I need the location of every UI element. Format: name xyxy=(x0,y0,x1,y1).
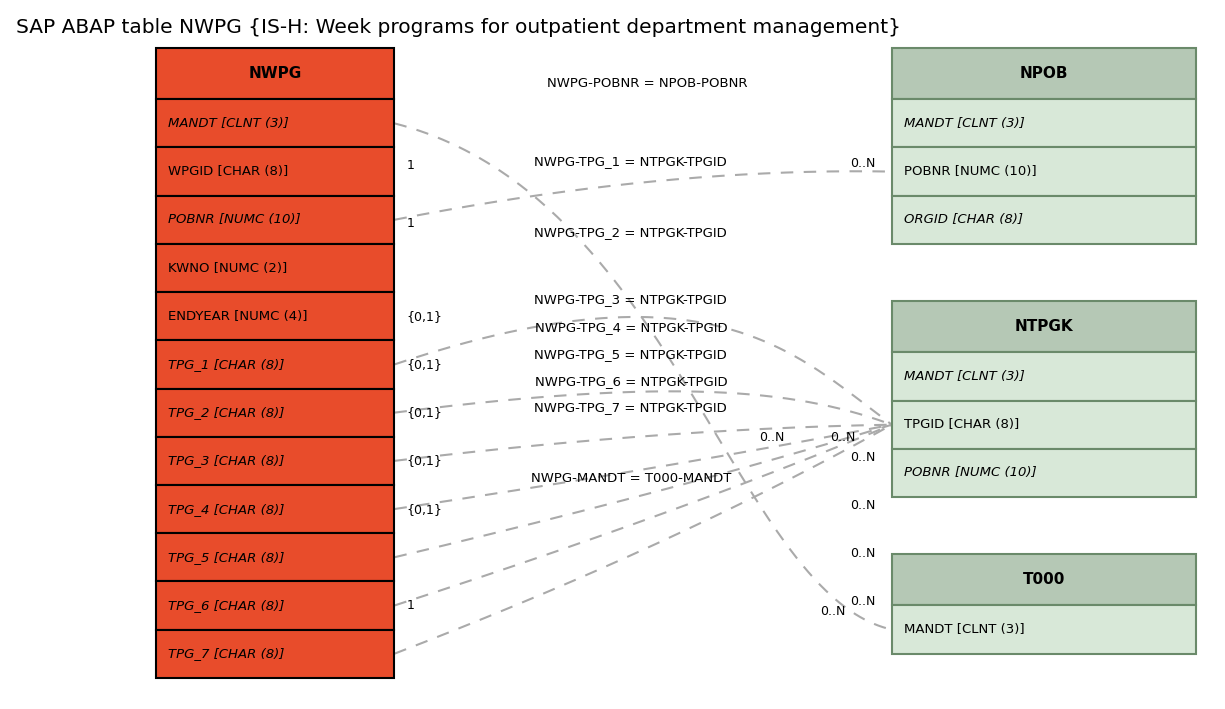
Bar xyxy=(156,533,394,581)
Text: NWPG-TPG_3 = NTPGK-TPGID: NWPG-TPG_3 = NTPGK-TPGID xyxy=(534,293,728,306)
Text: TPGID [CHAR (8)]: TPGID [CHAR (8)] xyxy=(904,418,1019,431)
Text: NWPG-TPG_1 = NTPGK-TPGID: NWPG-TPG_1 = NTPGK-TPGID xyxy=(534,155,728,168)
Text: TPG_7 [CHAR (8)]: TPG_7 [CHAR (8)] xyxy=(168,647,284,660)
Text: NWPG-TPG_7 = NTPGK-TPGID: NWPG-TPG_7 = NTPGK-TPGID xyxy=(534,401,728,414)
Bar xyxy=(156,196,394,244)
Text: NWPG-TPG_6 = NTPGK-TPGID: NWPG-TPG_6 = NTPGK-TPGID xyxy=(534,375,728,388)
Text: MANDT [CLNT (3)]: MANDT [CLNT (3)] xyxy=(904,623,1024,636)
Text: POBNR [NUMC (10)]: POBNR [NUMC (10)] xyxy=(904,467,1036,479)
Text: POBNR [NUMC (10)]: POBNR [NUMC (10)] xyxy=(168,213,300,226)
Bar xyxy=(892,554,1196,605)
Text: NPOB: NPOB xyxy=(1019,66,1068,82)
Text: NWPG-TPG_2 = NTPGK-TPGID: NWPG-TPG_2 = NTPGK-TPGID xyxy=(534,226,728,239)
Text: 0..N: 0..N xyxy=(850,157,876,169)
Bar xyxy=(892,352,1196,401)
Text: {0,1}: {0,1} xyxy=(407,406,442,419)
Bar xyxy=(156,340,394,389)
Text: {0,1}: {0,1} xyxy=(407,503,442,515)
Text: 0..N: 0..N xyxy=(850,451,876,464)
Text: {0,1}: {0,1} xyxy=(407,310,442,323)
Text: SAP ABAP table NWPG {IS-H: Week programs for outpatient department management}: SAP ABAP table NWPG {IS-H: Week programs… xyxy=(16,18,900,37)
Text: 1: 1 xyxy=(407,160,414,172)
Text: NWPG-MANDT = T000-MANDT: NWPG-MANDT = T000-MANDT xyxy=(530,472,731,485)
Text: NWPG-TPG_4 = NTPGK-TPGID: NWPG-TPG_4 = NTPGK-TPGID xyxy=(534,321,728,334)
Bar xyxy=(156,437,394,485)
Bar xyxy=(892,48,1196,99)
Bar xyxy=(156,630,394,678)
Bar xyxy=(892,99,1196,147)
Bar xyxy=(156,244,394,292)
Bar xyxy=(156,389,394,437)
Text: TPG_1 [CHAR (8)]: TPG_1 [CHAR (8)] xyxy=(168,358,284,371)
Text: 0..N: 0..N xyxy=(760,431,784,444)
Bar xyxy=(156,48,394,99)
Bar xyxy=(892,401,1196,449)
Bar xyxy=(892,449,1196,497)
Text: POBNR [NUMC (10)]: POBNR [NUMC (10)] xyxy=(904,165,1036,178)
Text: WPGID [CHAR (8)]: WPGID [CHAR (8)] xyxy=(168,165,288,178)
Text: {0,1}: {0,1} xyxy=(407,454,442,467)
Text: NWPG: NWPG xyxy=(249,66,301,82)
Text: TPG_5 [CHAR (8)]: TPG_5 [CHAR (8)] xyxy=(168,551,284,564)
Text: NWPG-POBNR = NPOB-POBNR: NWPG-POBNR = NPOB-POBNR xyxy=(546,77,747,90)
Text: 1: 1 xyxy=(407,217,414,230)
Text: TPG_2 [CHAR (8)]: TPG_2 [CHAR (8)] xyxy=(168,406,284,419)
Bar xyxy=(156,99,394,147)
Text: ENDYEAR [NUMC (4)]: ENDYEAR [NUMC (4)] xyxy=(168,310,307,323)
Text: MANDT [CLNT (3)]: MANDT [CLNT (3)] xyxy=(904,370,1025,383)
Bar xyxy=(156,147,394,196)
Bar xyxy=(892,147,1196,196)
Text: TPG_3 [CHAR (8)]: TPG_3 [CHAR (8)] xyxy=(168,454,284,467)
Bar xyxy=(156,581,394,630)
Bar xyxy=(156,485,394,533)
Text: 0..N: 0..N xyxy=(850,547,876,560)
Text: ORGID [CHAR (8)]: ORGID [CHAR (8)] xyxy=(904,213,1023,226)
Text: T000: T000 xyxy=(1023,572,1065,588)
Text: 0..N: 0..N xyxy=(850,596,876,608)
Text: 0..N: 0..N xyxy=(821,605,845,618)
Bar xyxy=(892,196,1196,244)
Text: TPG_4 [CHAR (8)]: TPG_4 [CHAR (8)] xyxy=(168,503,284,515)
Text: KWNO [NUMC (2)]: KWNO [NUMC (2)] xyxy=(168,262,287,274)
Bar xyxy=(892,301,1196,352)
Bar xyxy=(156,292,394,340)
Text: 1: 1 xyxy=(407,599,414,612)
Text: 0..N: 0..N xyxy=(831,431,855,444)
Bar xyxy=(892,605,1196,654)
Text: NWPG-TPG_5 = NTPGK-TPGID: NWPG-TPG_5 = NTPGK-TPGID xyxy=(534,348,728,361)
Text: TPG_6 [CHAR (8)]: TPG_6 [CHAR (8)] xyxy=(168,599,284,612)
Text: NTPGK: NTPGK xyxy=(1014,319,1073,335)
Text: 0..N: 0..N xyxy=(850,499,876,512)
Text: {0,1}: {0,1} xyxy=(407,358,442,371)
Text: MANDT [CLNT (3)]: MANDT [CLNT (3)] xyxy=(904,117,1025,130)
Text: MANDT [CLNT (3)]: MANDT [CLNT (3)] xyxy=(168,117,289,130)
